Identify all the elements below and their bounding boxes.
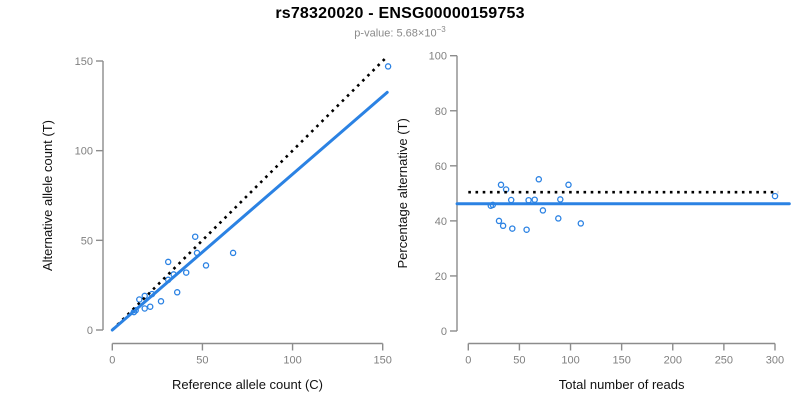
data-point — [202, 262, 210, 269]
data-point — [531, 196, 538, 203]
data-point — [523, 226, 530, 233]
data-point — [136, 296, 143, 303]
data-point — [229, 249, 237, 257]
y-tick-label: 80 — [435, 106, 447, 118]
x-tick-label: 50 — [196, 355, 208, 367]
identity-line — [111, 57, 387, 331]
x-tick-label: 100 — [561, 355, 579, 367]
percentage-vs-reads-scatter-y-label: Percentage alternative (T) — [395, 118, 410, 268]
x-tick-label: 200 — [664, 355, 682, 367]
x-tick-label: 250 — [715, 355, 733, 367]
x-tick-label: 0 — [465, 355, 471, 367]
y-tick-label: 40 — [435, 216, 447, 228]
y-tick-label: 100 — [429, 51, 447, 63]
x-tick-label: 300 — [766, 355, 784, 367]
y-tick-label: 20 — [435, 271, 447, 283]
data-point — [509, 225, 516, 232]
data-point — [497, 181, 505, 189]
pvalue-exponent: −3 — [436, 25, 446, 34]
data-point — [771, 192, 779, 200]
y-tick-label: 50 — [81, 235, 93, 247]
allele-counts-scatter-y-label: Alternative allele count (T) — [40, 120, 55, 271]
y-tick-label: 100 — [75, 146, 93, 158]
pvalue-text: p-value: 5.68×10 — [354, 27, 437, 40]
x-tick-label: 150 — [612, 355, 630, 367]
data-point — [557, 196, 564, 203]
data-point — [141, 305, 148, 312]
y-tick-label: 150 — [75, 56, 93, 68]
data-point — [157, 298, 165, 305]
data-point — [173, 289, 181, 296]
data-point — [191, 233, 199, 240]
x-tick-label: 100 — [283, 355, 301, 367]
data-point — [539, 207, 547, 214]
data-point — [507, 196, 515, 204]
percentage-vs-reads-scatter-x-label: Total number of reads — [559, 377, 685, 392]
plot-title: rs78320020 - ENSG00000159753 — [275, 5, 525, 22]
data-point — [525, 196, 532, 204]
data-point — [555, 215, 562, 222]
data-point — [495, 217, 503, 225]
data-point — [146, 303, 154, 310]
y-tick-label: 60 — [435, 161, 447, 173]
y-tick-label: 0 — [87, 325, 93, 337]
plot-subtitle: p-value: 5.68×10−3 — [0, 25, 800, 40]
fit-line — [110, 90, 389, 332]
data-point — [535, 176, 543, 183]
data-point — [164, 258, 172, 266]
y-tick-label: 0 — [441, 326, 447, 338]
data-point — [182, 269, 190, 276]
x-tick-label: 150 — [374, 355, 392, 367]
data-point — [565, 181, 572, 189]
x-tick-label: 50 — [513, 355, 525, 367]
data-point — [499, 222, 507, 230]
data-point — [384, 63, 392, 70]
allele-counts-scatter-x-label: Reference allele count (C) — [172, 377, 323, 392]
x-tick-label: 0 — [109, 355, 115, 367]
data-point — [577, 220, 585, 227]
